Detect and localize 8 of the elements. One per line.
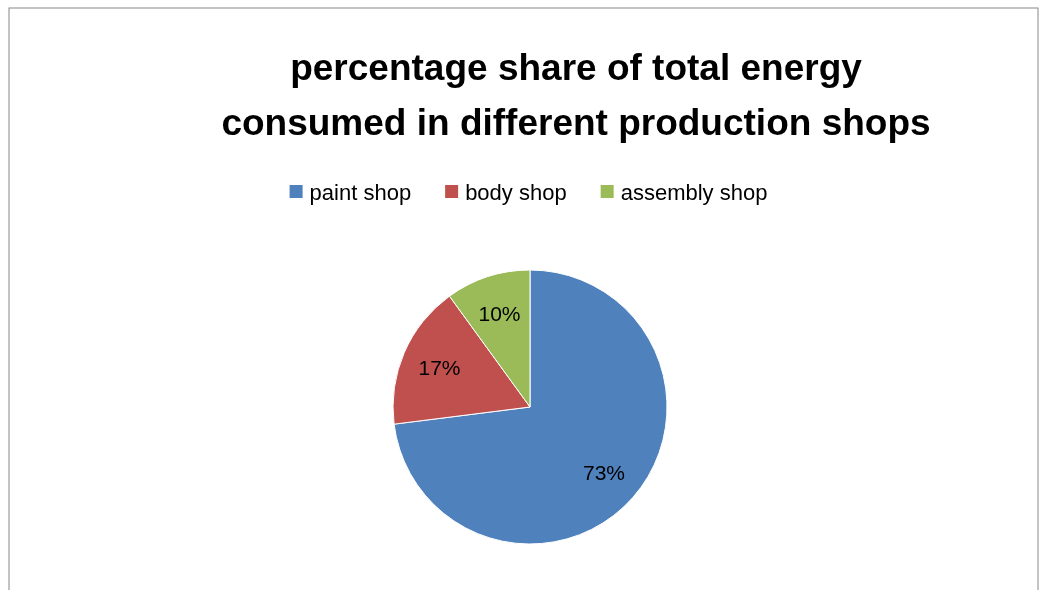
pie-slice (393, 269, 668, 545)
legend-label: assembly shop (620, 179, 768, 205)
data-label: 17% (418, 356, 461, 380)
legend-label: body shop (465, 179, 567, 205)
legend-label: paint shop (309, 179, 412, 205)
data-label: 73% (582, 460, 626, 484)
data-label: 10% (478, 301, 521, 325)
chart-title: percentage share of total energy consumed in different production shops (221, 47, 931, 143)
